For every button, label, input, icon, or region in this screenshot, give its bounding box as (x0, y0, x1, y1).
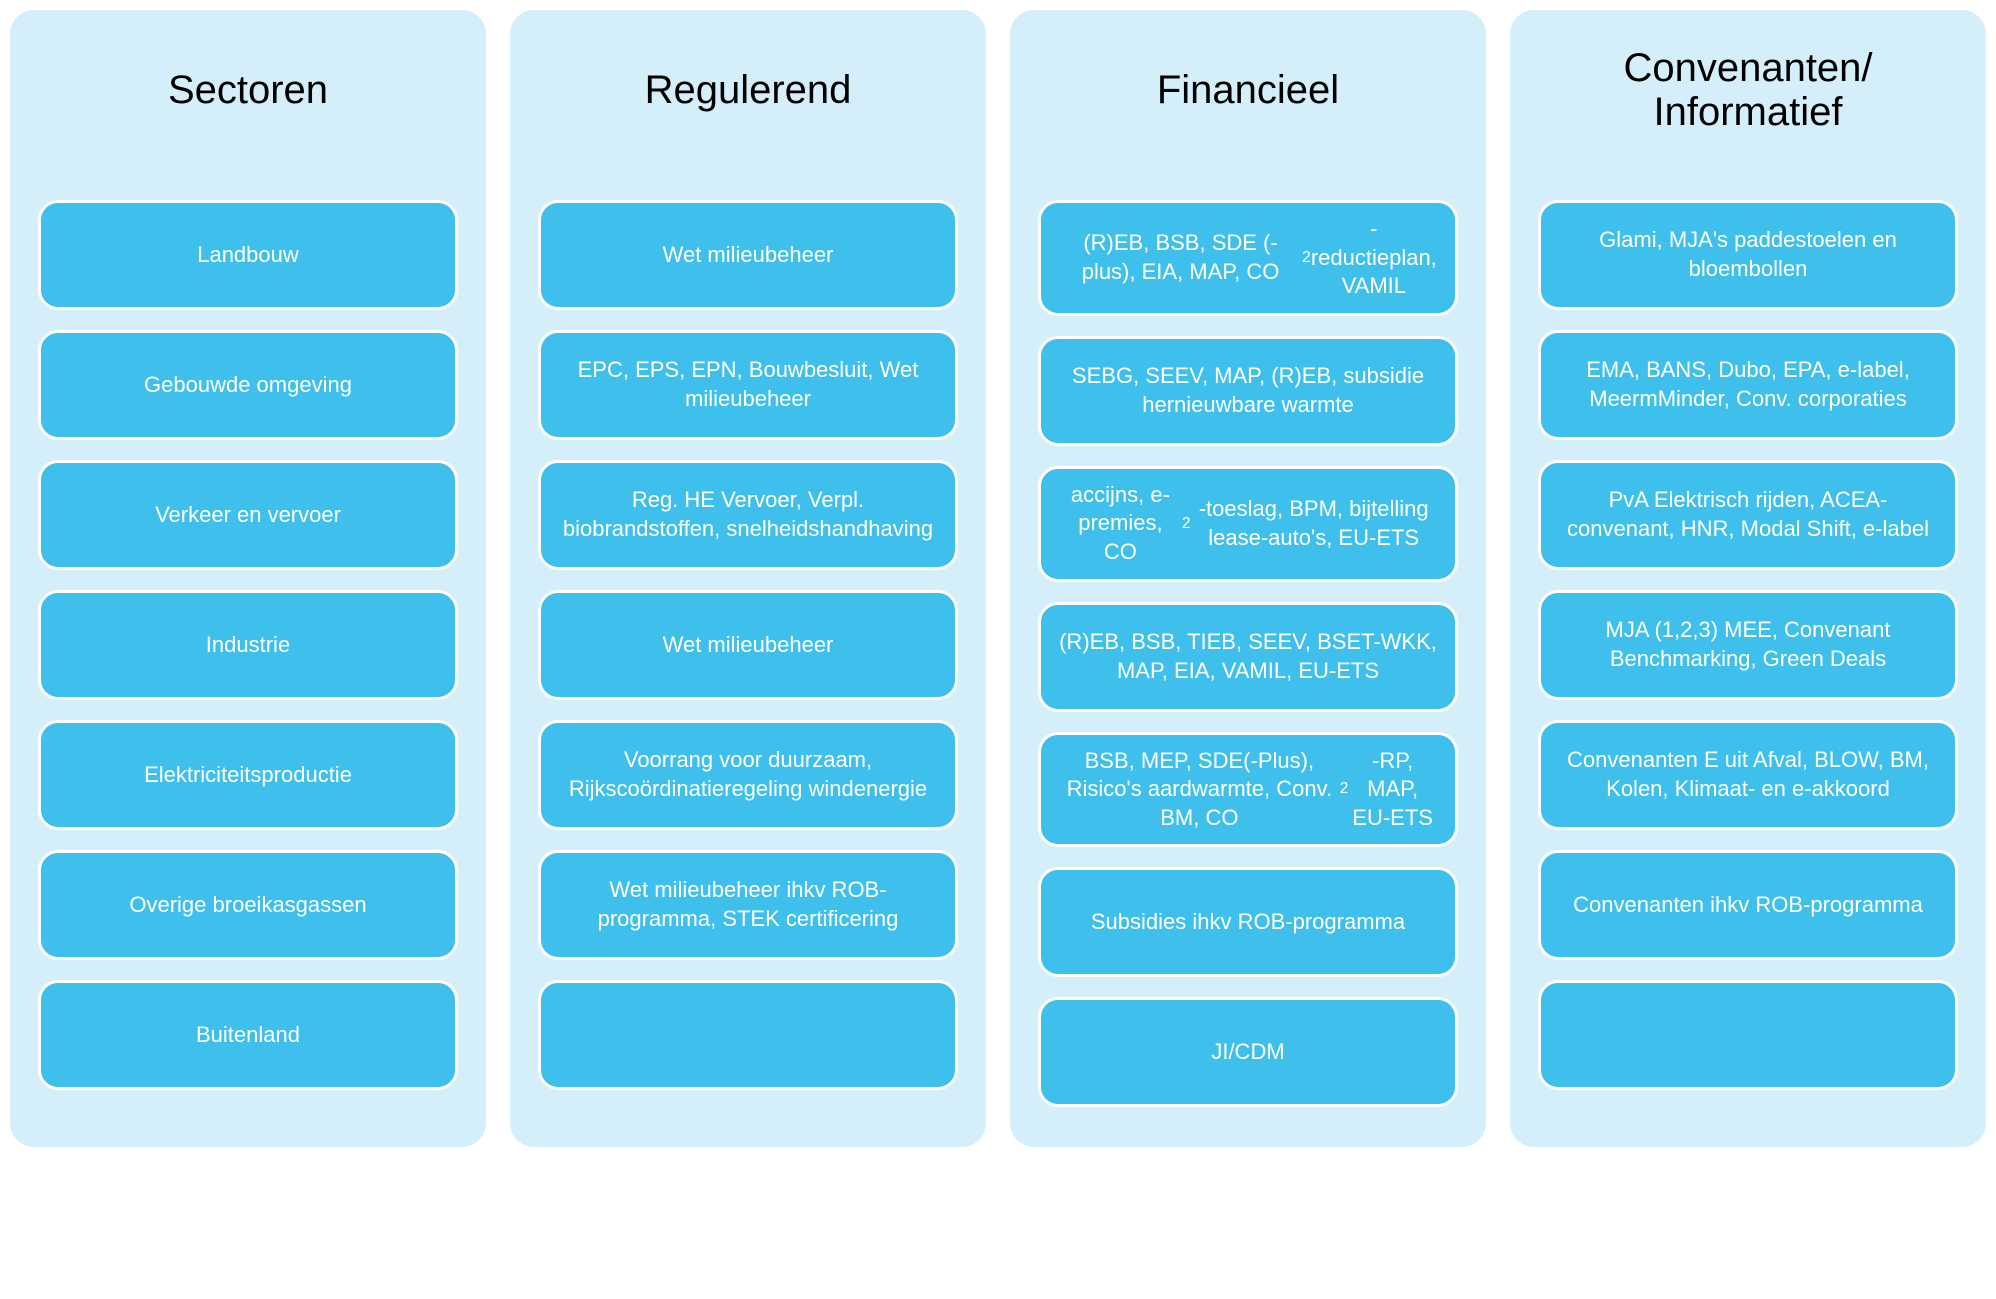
cell: Wet milieubeheer (538, 200, 958, 310)
cell: Convenanten E uit Afval, BLOW, BM, Kolen… (1538, 720, 1958, 830)
cell (538, 980, 958, 1090)
cell: Convenanten ihkv ROB-programma (1538, 850, 1958, 960)
column-title: Regulerend (538, 40, 958, 140)
cell: Voorrang voor duurzaam, Rijkscoördinatie… (538, 720, 958, 830)
cell: PvA Elektrisch rijden, ACEA-convenant, H… (1538, 460, 1958, 570)
cell: SEBG, SEEV, MAP, (R)EB, subsidie hernieu… (1038, 336, 1458, 446)
column-title: Sectoren (38, 40, 458, 140)
cell: (R)EB, BSB, SDE (-plus), EIA, MAP, CO2-r… (1038, 200, 1458, 316)
cells-container: Wet milieubeheer EPC, EPS, EPN, Bouwbesl… (538, 200, 958, 1090)
cell: Industrie (38, 590, 458, 700)
column-convenanten: Convenanten/ Informatief Glami, MJA's pa… (1510, 10, 1986, 1147)
column-title: Convenanten/ Informatief (1538, 40, 1958, 140)
column-title: Financieel (1038, 40, 1458, 140)
cells-container: (R)EB, BSB, SDE (-plus), EIA, MAP, CO2-r… (1038, 200, 1458, 1107)
cell: Verkeer en vervoer (38, 460, 458, 570)
cell: EMA, BANS, Dubo, EPA, e-label, MeermMind… (1538, 330, 1958, 440)
cells-container: Landbouw Gebouwde omgeving Verkeer en ve… (38, 200, 458, 1090)
cell: BSB, MEP, SDE(-Plus), Risico's aardwarmt… (1038, 732, 1458, 848)
cell: MJA (1,2,3) MEE, Convenant Benchmarking,… (1538, 590, 1958, 700)
cell: Glami, MJA's paddestoelen en bloembollen (1538, 200, 1958, 310)
cell: Elektriciteitsproductie (38, 720, 458, 830)
cell: JI/CDM (1038, 997, 1458, 1107)
cell: Buitenland (38, 980, 458, 1090)
cell (1538, 980, 1958, 1090)
cells-container: Glami, MJA's paddestoelen en bloembollen… (1538, 200, 1958, 1090)
column-financieel: Financieel (R)EB, BSB, SDE (-plus), EIA,… (1010, 10, 1486, 1147)
cell: Wet milieubeheer (538, 590, 958, 700)
cell: (R)EB, BSB, TIEB, SEEV, BSET-WKK, MAP, E… (1038, 602, 1458, 712)
cell: Overige broeikasgassen (38, 850, 458, 960)
cell: Gebouwde omgeving (38, 330, 458, 440)
cell: Subsidies ihkv ROB-programma (1038, 867, 1458, 977)
column-sectoren: Sectoren Landbouw Gebouwde omgeving Verk… (10, 10, 486, 1147)
cell: accijns, e-premies, CO2-toeslag, BPM, bi… (1038, 466, 1458, 582)
column-regulerend: Regulerend Wet milieubeheer EPC, EPS, EP… (510, 10, 986, 1147)
infographic-grid: Sectoren Landbouw Gebouwde omgeving Verk… (10, 10, 1986, 1147)
cell: Wet milieubeheer ihkv ROB-programma, STE… (538, 850, 958, 960)
cell: EPC, EPS, EPN, Bouwbesluit, Wet milieube… (538, 330, 958, 440)
cell: Landbouw (38, 200, 458, 310)
cell: Reg. HE Vervoer, Verpl. biobrandstoffen,… (538, 460, 958, 570)
